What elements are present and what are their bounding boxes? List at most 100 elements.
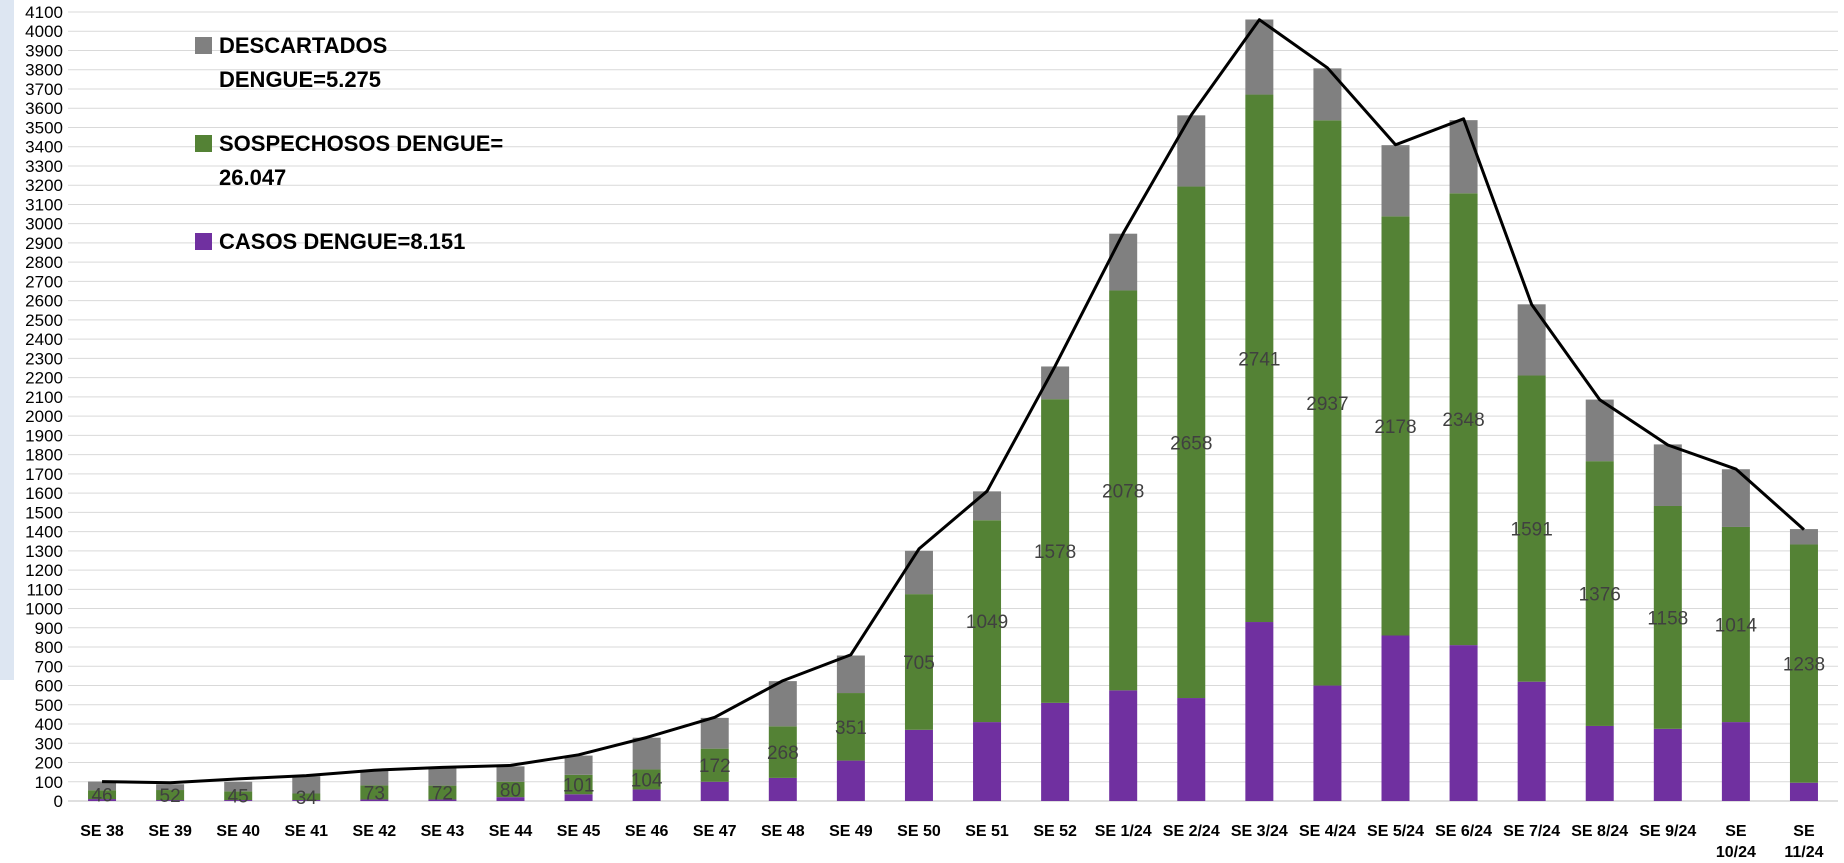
x-tick-label: SE 49 <box>829 823 873 840</box>
y-tick-label: 600 <box>35 677 63 696</box>
data-label: 2348 <box>1442 410 1484 431</box>
bar-segment-2 <box>360 770 389 786</box>
y-tick-label: 2400 <box>25 330 63 349</box>
data-label: 2078 <box>1102 481 1144 502</box>
y-tick-label: 100 <box>35 773 63 792</box>
bar-segment-1 <box>224 791 253 801</box>
y-tick-label: 1500 <box>25 503 63 522</box>
y-tick-label: 1200 <box>25 561 63 580</box>
total-line <box>102 18 1805 785</box>
bar-segment-0 <box>564 794 593 801</box>
bar-segment-1 <box>1721 526 1750 723</box>
data-label: 1158 <box>1647 608 1688 629</box>
y-tick-label: 2100 <box>25 388 63 407</box>
y-tick-label: 3700 <box>25 80 63 99</box>
y-tick-label: 1700 <box>25 465 63 484</box>
bar-segment-1 <box>156 790 185 801</box>
bar-segment-1 <box>360 785 389 800</box>
y-tick-label: 400 <box>35 715 63 734</box>
y-tick-label: 3800 <box>25 61 63 80</box>
data-label: 2937 <box>1306 394 1348 415</box>
bar-segment-2 <box>496 766 525 782</box>
bar-segment-2 <box>632 737 661 770</box>
bar-segment-2 <box>768 681 797 727</box>
y-tick-label: 2200 <box>25 369 63 388</box>
bar-segment-1 <box>632 769 661 790</box>
data-label: 104 <box>631 770 663 791</box>
bar-segment-1 <box>1109 290 1138 691</box>
bar-segment-1 <box>1653 505 1682 729</box>
bar-segment-0 <box>496 797 525 801</box>
y-tick-label: 2700 <box>25 272 63 291</box>
y-tick-label: 2900 <box>25 234 63 253</box>
y-tick-label: 4000 <box>25 22 63 41</box>
y-tick-label: 4100 <box>25 3 63 22</box>
x-tick-label: SE 47 <box>693 823 737 840</box>
bar-segment-0 <box>1381 635 1410 801</box>
x-tick-label: SE 50 <box>897 823 941 840</box>
x-tick-label: SE 44 <box>489 823 533 840</box>
bar-segment-0 <box>768 777 797 801</box>
x-tick-label: SE 9/24 <box>1639 823 1696 840</box>
bar-segment-0 <box>1653 728 1682 801</box>
y-tick-label: 0 <box>54 792 63 811</box>
bar-segment-2 <box>564 755 593 775</box>
bar-segment-1 <box>1313 120 1342 686</box>
bar-segment-0 <box>1585 725 1614 801</box>
data-label: 351 <box>835 718 867 739</box>
bar-segment-1 <box>88 790 117 800</box>
y-tick-label: 3100 <box>25 195 63 214</box>
data-label: 52 <box>160 786 181 807</box>
y-tick-label: 1600 <box>25 484 63 503</box>
bar-segment-1 <box>1041 399 1070 703</box>
bar-segment-1 <box>1245 94 1274 623</box>
x-axis-ticks: SE 38 SE 39 SE 40 SE 41 SE 42 SE 43 SE 44 SE 45… <box>80 823 1823 861</box>
bar-segment-2 <box>1245 19 1274 95</box>
y-tick-label: 3600 <box>25 99 63 118</box>
bar-segment-2 <box>904 550 933 595</box>
x-tick-label: SE 41 <box>284 823 328 840</box>
bar-segment-2 <box>973 491 1002 521</box>
x-tick-label: SE 38 <box>80 823 124 840</box>
bar-segment-2 <box>836 655 865 694</box>
y-tick-label: 2500 <box>25 311 63 330</box>
bar-segment-0 <box>1177 698 1206 801</box>
y-tick-label: 2300 <box>25 349 63 368</box>
y-tick-label: 500 <box>35 696 63 715</box>
data-label: 1376 <box>1579 585 1621 606</box>
y-tick-label: 3200 <box>25 176 63 195</box>
data-label: 72 <box>432 784 453 805</box>
legend-label: DENGUE=5.275 <box>219 67 381 92</box>
x-tick-label: SE 6/24 <box>1435 823 1492 840</box>
data-label: 705 <box>903 653 935 674</box>
bar-segment-0 <box>156 800 185 801</box>
y-tick-label: 1000 <box>25 600 63 619</box>
bar-segment-0 <box>360 799 389 801</box>
y-tick-label: 3900 <box>25 41 63 60</box>
bar-segment-2 <box>1449 120 1478 194</box>
x-tick-label: SE 42 <box>353 823 397 840</box>
bar-segment-0 <box>1109 690 1138 801</box>
y-tick-label: 2800 <box>25 253 63 272</box>
bar-segment-2 <box>88 781 117 791</box>
data-label: 172 <box>699 756 731 777</box>
x-tick-label: SE 4/24 <box>1299 823 1356 840</box>
bar-segment-1 <box>564 774 593 795</box>
bar-segment-1 <box>768 726 797 778</box>
bar-segment-0 <box>1245 622 1274 801</box>
x-tick-label: SE 43 <box>421 823 465 840</box>
bar-segment-2 <box>1177 115 1206 187</box>
bar-segment-0 <box>632 789 661 801</box>
x-tick-label: SE 8/24 <box>1571 823 1628 840</box>
bar-segment-2 <box>1517 304 1546 376</box>
bar-segment-1 <box>1177 186 1206 699</box>
bar-segment-1 <box>496 781 525 798</box>
y-tick-label: 1300 <box>25 542 63 561</box>
bar-segment-1 <box>904 594 933 730</box>
data-label: 1014 <box>1715 616 1758 637</box>
y-tick-label: 3000 <box>25 215 63 234</box>
bar-segment-2 <box>1585 399 1614 462</box>
x-tick-label: SE 1/24 <box>1095 823 1152 840</box>
x-tick-label: SE 40 <box>216 823 260 840</box>
